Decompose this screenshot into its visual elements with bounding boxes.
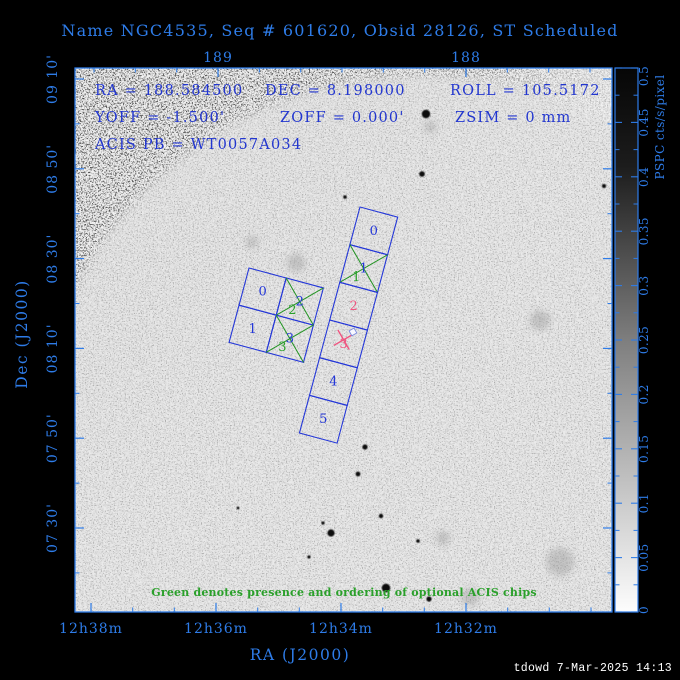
chip-label-I1: 1 [249,322,257,337]
chip-label-I0: 0 [258,285,266,300]
plot-frame [74,67,613,613]
colorbar-tick-label: 0.4 [637,167,651,187]
annotation-yoff: YOFF = -1.500' [94,110,225,126]
x-bottom-tick-label: 12h38m [59,621,123,637]
annotation-dec: DEC = 8.198000 [265,83,406,99]
chip-label-S3: 3 [339,337,347,352]
colorbar-tick-label: 0.3 [637,275,651,295]
chip-label-S2: 2 [349,299,357,314]
colorbar-tick-label: 0.05 [637,543,651,571]
annotation-roll: ROLL = 105.5172 [450,83,601,99]
user-timestamp: tdowd 7-Mar-2025 14:13 [514,662,672,675]
colorbar-tick-label: 0.35 [637,217,651,245]
chip-outline-I3 [265,314,315,363]
chip-label-I3: 3 [286,332,294,347]
aimpoint-marker [348,327,358,337]
point-source [419,171,425,177]
chip-outline-S5 [298,394,348,444]
diffuse-smudge [436,531,450,545]
chip-order-label-S1: 1 [352,270,360,285]
chip-order-label-I2: 2 [288,303,296,318]
x-bottom-tick-label: 12h32m [434,621,498,637]
colorbar-tick-label: 0 [637,606,651,614]
chip-label-S5: 5 [319,412,327,427]
acis-i-array: 0 22 1 33 [228,267,325,363]
annotation-ra: RA = 188.584500 [95,83,243,99]
point-source [321,521,325,525]
point-source [421,109,431,119]
chip-label-S0: 0 [370,224,378,239]
colorbar-tick-label: 0.25 [637,326,651,354]
y-left-tick-label: 07 30' [45,503,61,553]
colorbar-tick-label: 0.1 [637,493,651,513]
point-source [362,444,368,450]
point-source [378,513,384,519]
chip-label-I2: 2 [296,295,304,310]
y-axis-title: Dec (J2000) [13,279,31,388]
diffuse-smudge [461,588,479,606]
optional-chip-cross [275,287,324,316]
colorbar-title: PSPC cts/s/pixel [653,75,667,180]
point-source [355,471,361,477]
sky-features [236,109,606,606]
chip-order-label-I3: 3 [278,340,286,355]
x-bottom-tick-label: 12h34m [309,621,373,637]
y-left-tick-label: 09 10' [45,54,61,104]
aimpoint-cross [333,333,354,347]
x-bottom-tick-label: 12h36m [184,621,248,637]
x-top-tick-label: 188 [451,50,481,66]
axes: 189 188 12h38m 12h36m 12h34m 12h32m 09 10' 08 5… [45,50,612,637]
x-axis-title: RA (J2000) [250,646,351,664]
diffuse-smudge [424,121,436,133]
point-source [426,596,432,602]
green-chips-note: Green denotes presence and ordering of o… [151,586,537,599]
diffuse-smudge [546,548,574,576]
optional-chip-cross [266,324,314,353]
diffuse-smudge [530,310,550,330]
point-source [381,583,391,593]
y-left-tick-label: 08 50' [45,144,61,194]
diffuse-smudge [287,254,305,272]
point-source [602,184,606,188]
chip-label-S4: 4 [329,375,337,390]
optional-chip-cross [339,254,388,283]
y-left-tick-label: 08 30' [45,234,61,284]
colorbar-tick-label: 0.45 [637,108,651,136]
point-source [307,555,311,559]
chip-label-S1: 1 [360,262,368,277]
colorbar-tick-label: 0.5 [637,66,651,86]
point-source [416,539,420,543]
y-left-tick-label: 08 10' [45,323,61,373]
annotation-zoff: ZOFF = 0.000' [280,110,405,126]
colorbar-tick-label: 0.15 [637,435,651,463]
y-left-tick-label: 07 50' [45,413,61,463]
annotation-zsim: ZSIM = 0 mm [455,110,571,126]
colorbar-ticks: 0.5 0.45 0.4 0.35 0.3 0.25 0.2 0.15 0.1 0.05 0 [615,66,651,614]
point-source [236,506,240,510]
point-source [327,529,335,537]
plot-title: Name NGC4535, Seq # 601620, Obsid 28126,… [61,21,618,40]
point-source [343,195,347,199]
x-top-tick-label: 189 [203,50,233,66]
acis-s-array: 0 11 2 3 4 5 [298,206,399,444]
colorbar-tick-label: 0.2 [637,384,651,404]
diffuse-smudge [246,236,258,248]
annotation-acis-pb: ACIS PB = WT0057A034 [94,137,302,153]
